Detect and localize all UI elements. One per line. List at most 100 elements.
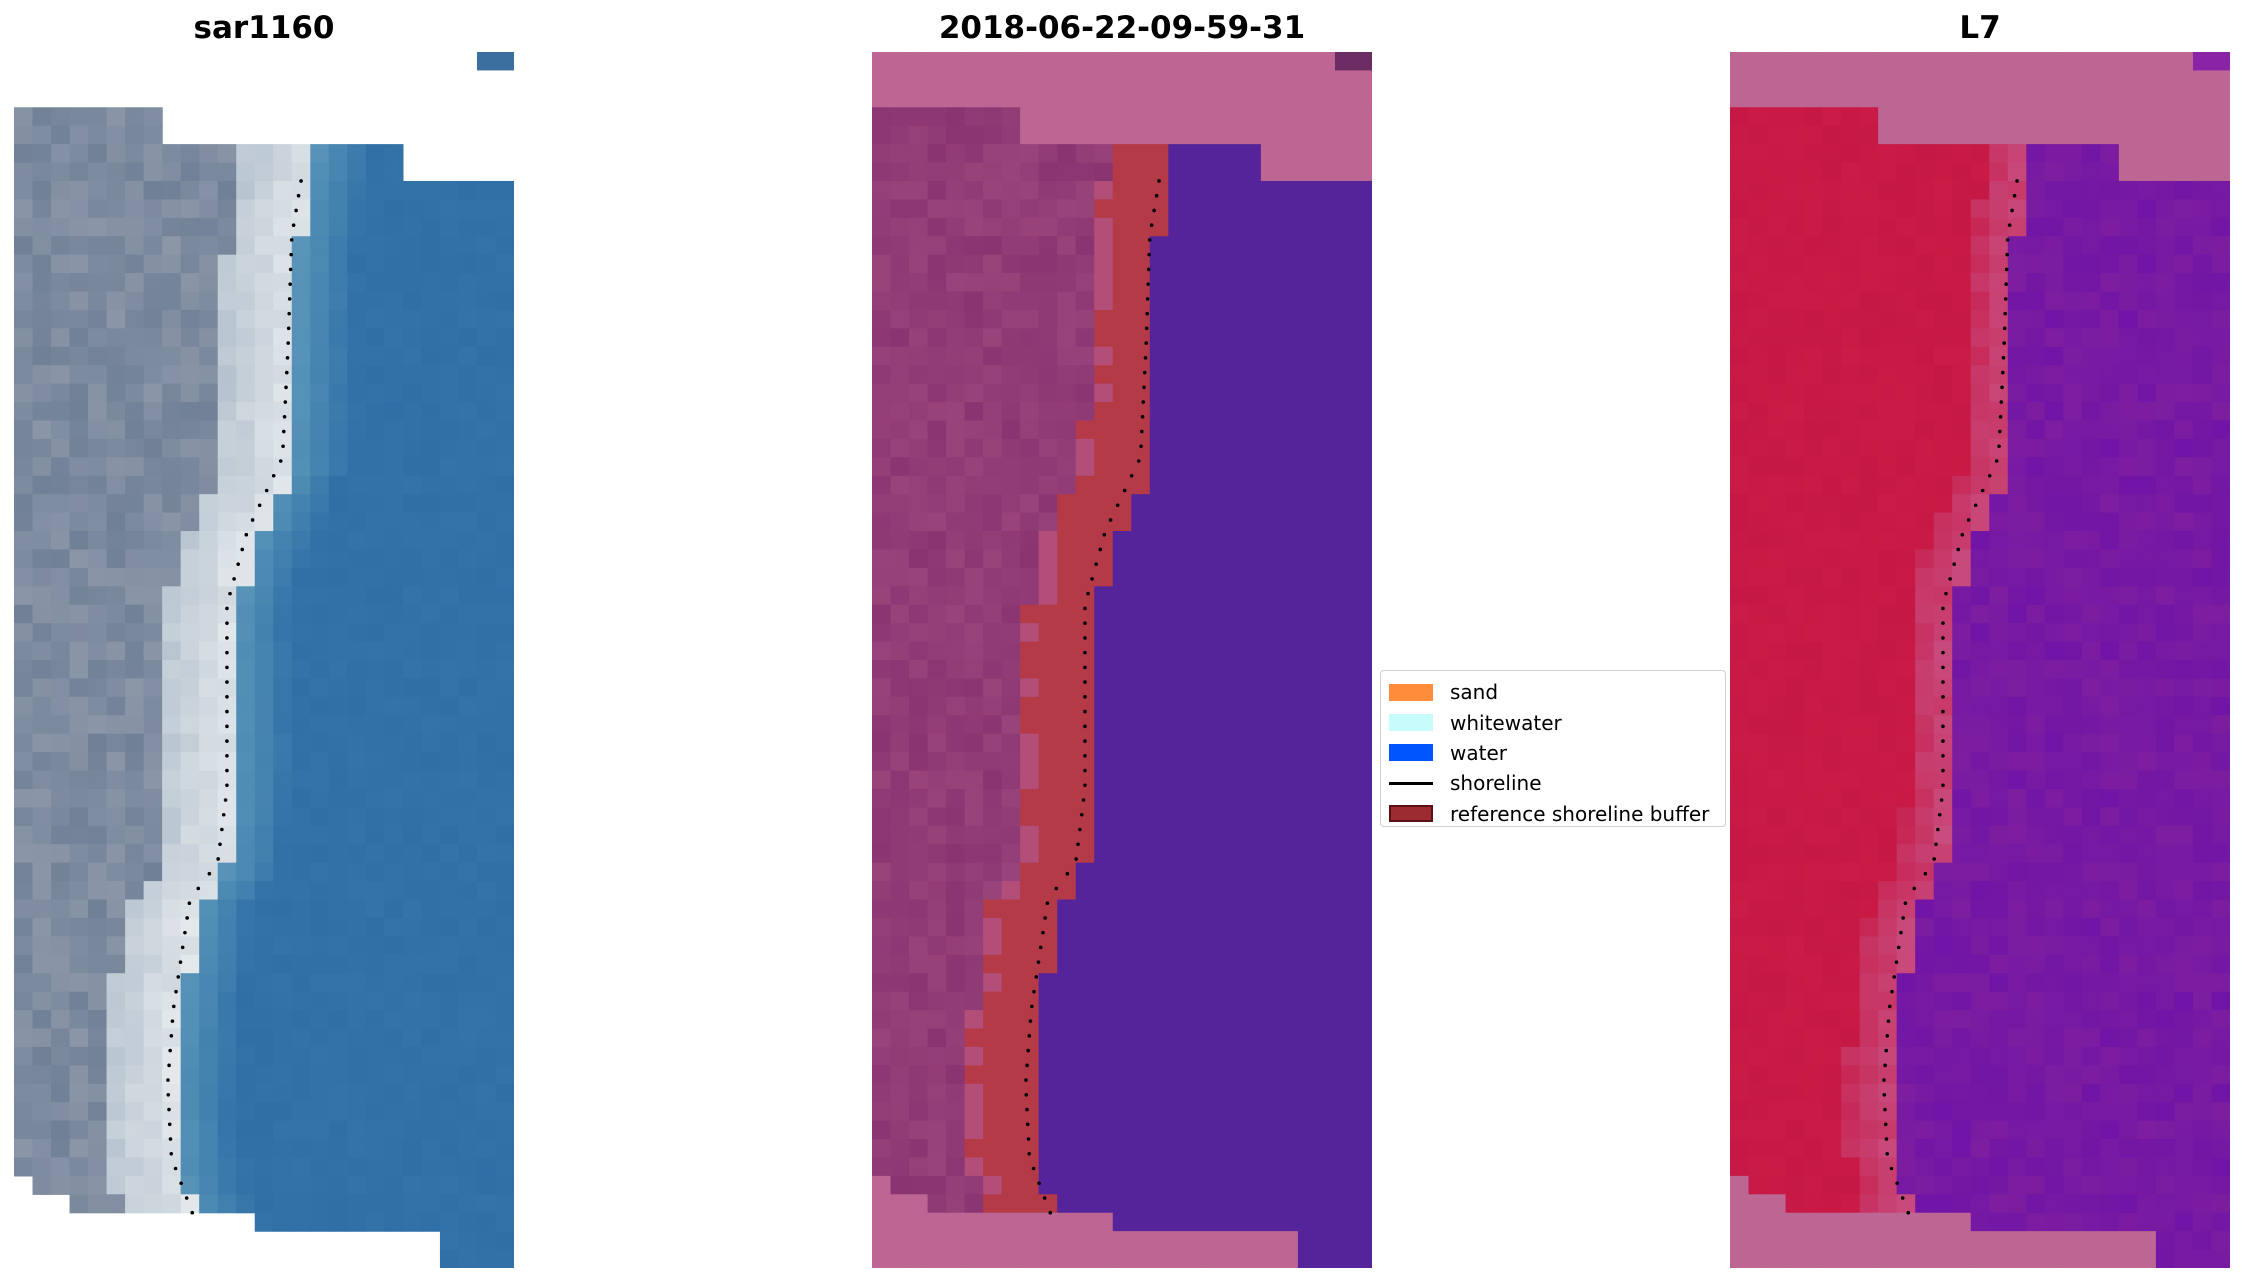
pixel (1260, 383, 1281, 403)
shoreline-point (190, 1210, 195, 1215)
pixel (1878, 512, 1898, 532)
pixel (1822, 1010, 1842, 1030)
pixel (69, 770, 89, 790)
pixel (88, 346, 108, 366)
pixel (1149, 1028, 1169, 1048)
pixel (254, 180, 274, 200)
pixel (946, 531, 966, 551)
pixel (909, 623, 929, 643)
pixel (384, 862, 404, 882)
pixel (1131, 660, 1151, 680)
pixel (347, 199, 367, 219)
pixel (1205, 752, 1225, 772)
pixel (1896, 1028, 1916, 1048)
pixel (125, 1046, 145, 1066)
pixel (1149, 788, 1169, 808)
pixel (946, 1139, 966, 1159)
pixel (1915, 954, 1935, 974)
pixel (458, 1065, 478, 1085)
pixel (125, 752, 145, 772)
pixel (2155, 715, 2176, 735)
pixel (273, 733, 293, 753)
pixel (458, 549, 478, 569)
pixel (125, 936, 145, 956)
pixel (964, 1194, 984, 1214)
pixel (69, 107, 89, 127)
pixel (1094, 604, 1114, 624)
pixel (476, 715, 497, 735)
pixel (1168, 1065, 1188, 1085)
pixel (2044, 328, 2064, 348)
pixel (1205, 383, 1225, 403)
pixel (180, 1157, 200, 1177)
pixel (347, 291, 367, 311)
pixel (14, 844, 34, 864)
pixel (1094, 475, 1114, 495)
pixel (421, 457, 441, 477)
pixel (1057, 936, 1077, 956)
pixel (69, 291, 89, 311)
pixel (1878, 217, 1898, 237)
pixel (1205, 917, 1225, 937)
pixel (88, 1065, 108, 1085)
pixel (180, 383, 200, 403)
pixel (384, 144, 404, 164)
pixel (1131, 402, 1151, 422)
pixel (1223, 917, 1243, 937)
pixel (1260, 254, 1281, 274)
pixel (421, 678, 441, 698)
pixel (32, 973, 52, 993)
pixel (1131, 641, 1151, 661)
pixel (162, 328, 182, 348)
pixel (1804, 494, 1824, 514)
pixel (328, 917, 348, 937)
pixel (273, 365, 293, 385)
pixel (1112, 144, 1132, 164)
pixel (1205, 144, 1225, 164)
shoreline-point (296, 193, 301, 198)
pixel (1970, 1046, 1990, 1066)
pixel (1057, 438, 1077, 458)
pixel (1112, 88, 1132, 108)
pixel (384, 807, 404, 827)
pixel (1001, 1083, 1021, 1103)
pixel (421, 531, 441, 551)
pixel (2007, 107, 2027, 127)
pixel (1767, 881, 1787, 901)
pixel (1131, 1175, 1151, 1195)
pixel (1186, 899, 1206, 919)
pixel (421, 1046, 441, 1066)
pixel (1242, 549, 1262, 569)
pixel (199, 531, 219, 551)
pixel (328, 954, 348, 974)
pixel (1989, 383, 2009, 403)
pixel (927, 1046, 947, 1066)
pixel (964, 954, 984, 974)
pixel (927, 1194, 947, 1214)
pixel (1933, 770, 1953, 790)
pixel (217, 531, 237, 551)
pixel (125, 567, 145, 587)
pixel (310, 291, 330, 311)
pixel (88, 1028, 108, 1048)
pixel (2118, 107, 2139, 127)
pixel (1094, 696, 1114, 716)
pixel (1057, 1157, 1077, 1177)
pixel (983, 107, 1003, 127)
pixel (1353, 70, 1372, 90)
pixel (964, 291, 984, 311)
shoreline-point (1037, 1181, 1041, 1186)
pixel (365, 180, 385, 200)
pixel (143, 807, 163, 827)
pixel (217, 623, 237, 643)
pixel (439, 844, 460, 864)
pixel (476, 1175, 497, 1195)
pixel (1131, 291, 1151, 311)
pixel (2174, 715, 2194, 735)
pixel (1970, 512, 1990, 532)
pixel (1933, 1010, 1953, 1030)
pixel (2137, 770, 2157, 790)
pixel (1989, 180, 2009, 200)
pixel (1020, 236, 1040, 256)
pixel (1075, 1231, 1095, 1251)
